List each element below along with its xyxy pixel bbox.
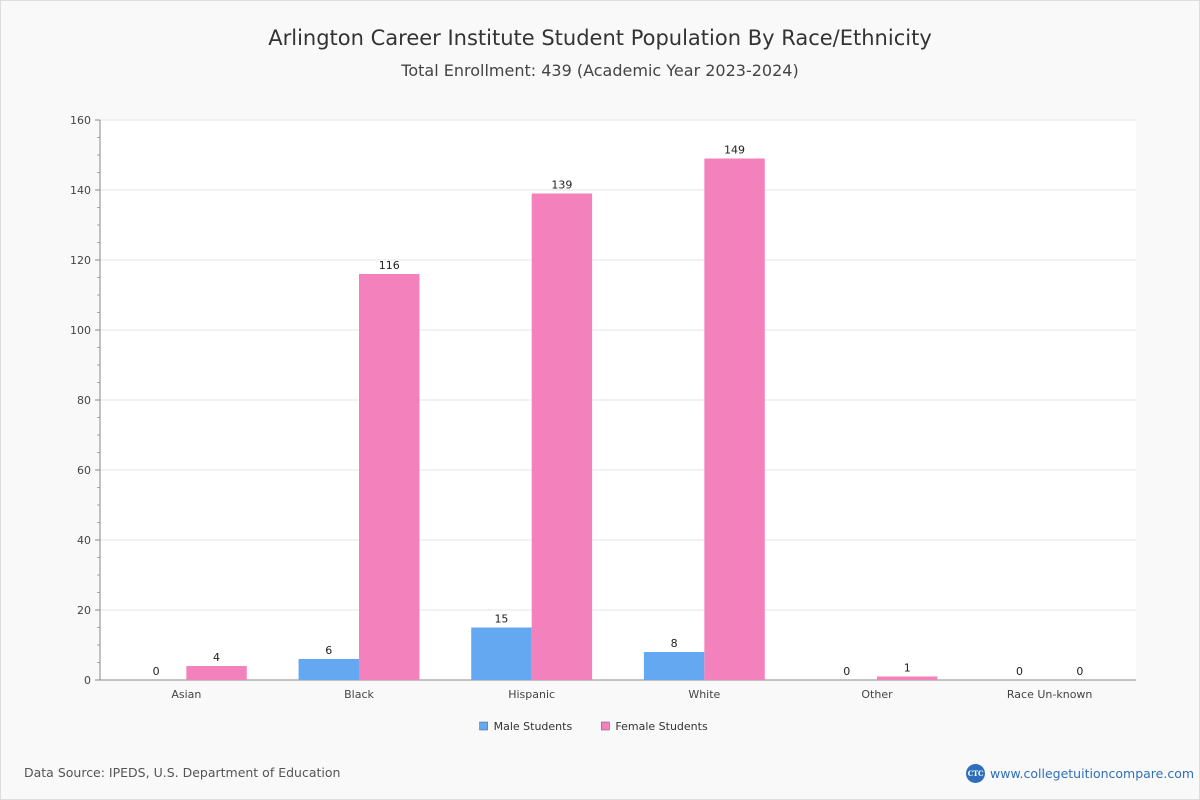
bar: [359, 274, 420, 680]
bar: [471, 627, 532, 680]
data-source-note: Data Source: IPEDS, U.S. Department of E…: [24, 765, 341, 780]
legend-label: Female Students: [615, 720, 708, 733]
data-label: 0: [843, 665, 850, 678]
ctc-logo-icon: CTC: [966, 764, 985, 783]
data-label: 6: [325, 644, 332, 657]
bar: [877, 676, 938, 680]
data-label: 149: [724, 144, 745, 157]
chart-subtitle: Total Enrollment: 439 (Academic Year 202…: [401, 61, 799, 80]
y-tick-label: 60: [77, 464, 91, 477]
bar: [643, 652, 705, 680]
y-tick-label: 40: [77, 534, 91, 547]
legend-swatch: [601, 721, 610, 731]
bar: [298, 659, 359, 680]
x-tick-label: Other: [861, 688, 893, 701]
x-tick-label: Asian: [171, 688, 201, 701]
data-label: 15: [494, 613, 508, 626]
bar: [704, 158, 765, 680]
y-tick-label: 160: [70, 114, 91, 127]
data-label: 116: [379, 259, 400, 272]
y-tick-label: 100: [70, 324, 91, 337]
y-tick-label: 80: [77, 394, 91, 407]
data-label: 8: [671, 637, 678, 650]
y-tick-label: 120: [70, 254, 91, 267]
data-label: 0: [1016, 665, 1023, 678]
site-link[interactable]: www.collegetuitioncompare.com: [990, 766, 1195, 781]
y-tick-label: 20: [77, 604, 91, 617]
data-label: 1: [904, 662, 911, 675]
x-tick-label: White: [688, 688, 720, 701]
bar: [531, 193, 593, 680]
data-label: 0: [1076, 665, 1083, 678]
legend-swatch: [479, 721, 488, 731]
data-label: 4: [213, 651, 220, 664]
x-tick-label: Black: [344, 688, 374, 701]
chart-title: Arlington Career Institute Student Popul…: [268, 26, 932, 50]
data-label: 0: [153, 665, 160, 678]
data-label: 139: [551, 179, 572, 192]
y-tick-label: 140: [70, 184, 91, 197]
x-tick-label: Race Un-known: [1007, 688, 1093, 701]
legend-label: Male Students: [494, 720, 573, 733]
site-brand[interactable]: CTC www.collegetuitioncompare.com: [966, 764, 1194, 783]
y-tick-label: 0: [84, 674, 91, 687]
x-tick-label: Hispanic: [508, 688, 555, 701]
bar: [186, 666, 247, 680]
